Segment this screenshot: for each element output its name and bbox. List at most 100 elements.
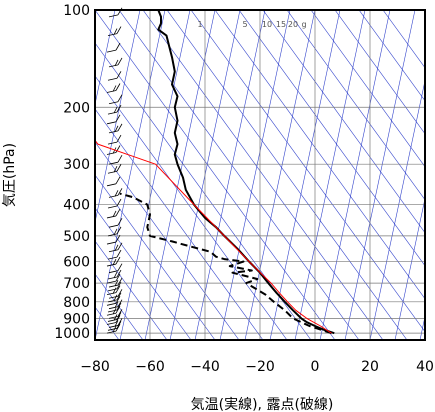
wind-barb-flag bbox=[116, 198, 122, 207]
wind-barb-flag bbox=[115, 296, 121, 304]
wind-barb-flag bbox=[116, 302, 122, 311]
x-tick-label: 40 bbox=[416, 359, 434, 375]
guide-lines bbox=[95, 10, 425, 340]
x-tick-label: 0 bbox=[311, 359, 320, 375]
y-tick-label: 600 bbox=[63, 254, 90, 270]
wind-barb-shaft bbox=[108, 14, 119, 18]
wind-barb-flag bbox=[116, 226, 122, 235]
wind-barb-shaft bbox=[107, 111, 118, 115]
y-tick-label: 800 bbox=[63, 295, 90, 311]
adiabat-line bbox=[310, 10, 425, 168]
y-tick-label: 200 bbox=[63, 100, 90, 116]
plot-frame bbox=[94, 9, 426, 341]
isotherm-line bbox=[319, 10, 391, 340]
wind-barb-shaft bbox=[106, 302, 117, 306]
wind-barb-shaft bbox=[108, 295, 119, 299]
wind-barb-flag bbox=[116, 321, 122, 329]
wind-barb-flag bbox=[112, 287, 117, 294]
x-tick-label: 20 bbox=[361, 359, 379, 375]
wind-barb-flag bbox=[116, 281, 122, 290]
wind-barb-flag bbox=[116, 26, 122, 34]
wind-barb-shaft bbox=[108, 224, 119, 228]
wind-barb-flag bbox=[117, 289, 123, 297]
adiabat-line bbox=[382, 10, 425, 69]
mixing-ratio-label: 5 bbox=[242, 20, 247, 29]
x-tick-label: −20 bbox=[245, 359, 275, 375]
wind-barb-shaft bbox=[108, 130, 119, 134]
dewpoint-line bbox=[119, 192, 332, 335]
wind-barb-flag bbox=[117, 299, 123, 307]
isotherm-line bbox=[194, 10, 266, 340]
isotherm-line bbox=[369, 79, 425, 340]
isotherm-line bbox=[419, 314, 425, 340]
wind-barb-flag bbox=[112, 210, 117, 218]
wind-barb-shaft bbox=[107, 319, 118, 322]
wind-barb-shaft bbox=[108, 270, 119, 274]
x-tick-label: −60 bbox=[135, 359, 165, 375]
adiabat-line bbox=[95, 108, 264, 340]
wind-barb-shaft bbox=[107, 170, 118, 174]
wind-barb-flag bbox=[115, 256, 121, 265]
wind-barb-shaft bbox=[106, 312, 117, 316]
adiabat-line bbox=[95, 207, 192, 340]
mixing-ratio-label: 15 bbox=[276, 20, 286, 29]
y-axis-label: 気圧(hPa) bbox=[2, 143, 18, 207]
wind-barb-shaft bbox=[108, 315, 119, 319]
wind-barb-flag bbox=[114, 279, 119, 287]
wind-barb-shaft bbox=[108, 161, 119, 165]
adiabat-line bbox=[95, 10, 336, 340]
isotherm-line bbox=[219, 10, 291, 340]
wind-barb-flag bbox=[115, 42, 121, 51]
adiabat-line bbox=[262, 10, 425, 234]
adiabat-line bbox=[166, 10, 408, 340]
wind-barb-flag bbox=[117, 217, 123, 226]
wind-barb-flag bbox=[116, 249, 122, 258]
wind-barb-flag bbox=[115, 285, 121, 293]
mixing-ratio-labels: 1 5 10 15 20 g bbox=[197, 20, 306, 29]
y-tick-label: 100 bbox=[63, 3, 90, 19]
temperature-line bbox=[157, 10, 335, 335]
wind-barb-shaft bbox=[107, 299, 118, 303]
wind-barb-flag bbox=[114, 320, 119, 327]
isotherm-line bbox=[95, 10, 141, 224]
isotherm-line bbox=[144, 10, 216, 340]
y-tick-label: 700 bbox=[63, 276, 90, 292]
wind-barb-flag bbox=[112, 85, 117, 92]
mixing-ratio-label: g bbox=[301, 20, 306, 29]
wind-barb-flag bbox=[114, 244, 119, 251]
wind-barb-flag bbox=[116, 292, 122, 301]
y-tick-label: 400 bbox=[63, 198, 90, 214]
adiabat-line bbox=[190, 10, 425, 333]
adiabat-line bbox=[142, 10, 384, 340]
adiabat-line bbox=[358, 10, 425, 102]
adiabat-line bbox=[95, 273, 144, 340]
wind-barb-shaft bbox=[106, 121, 117, 125]
wind-barb-flag bbox=[114, 190, 119, 197]
wind-barb-shaft bbox=[108, 101, 119, 105]
wind-barb-shaft bbox=[106, 241, 117, 245]
wind-barb-flag bbox=[113, 271, 118, 279]
wind-barb-shaft bbox=[106, 292, 117, 296]
isotherm-line bbox=[95, 10, 116, 106]
wind-barb-shaft bbox=[106, 330, 117, 334]
wind-barb-flag bbox=[115, 114, 121, 123]
wind-barb-flag bbox=[115, 323, 121, 332]
isotherm-line bbox=[294, 10, 366, 340]
adiabat-line bbox=[118, 10, 360, 340]
wind-barb-flag bbox=[116, 104, 122, 113]
wind-barb-flag bbox=[113, 106, 118, 114]
wind-barb-shaft bbox=[106, 322, 117, 325]
wind-barb-shaft bbox=[108, 64, 119, 68]
wind-barb-flag bbox=[117, 188, 123, 196]
wind-barb-shaft bbox=[108, 249, 119, 253]
wind-barb-flag bbox=[117, 318, 123, 326]
wind-barb-flag bbox=[112, 147, 117, 154]
wind-barb-shaft bbox=[108, 284, 119, 288]
mixing-ratio-label: 20 bbox=[288, 20, 298, 29]
wind-barb-shaft bbox=[107, 77, 118, 81]
wind-barb-flag bbox=[115, 234, 121, 243]
wind-barb-flag bbox=[117, 57, 123, 66]
wind-barb-flag bbox=[115, 145, 121, 153]
wind-barb-shaft bbox=[106, 49, 117, 53]
isotherm-line bbox=[119, 10, 191, 340]
